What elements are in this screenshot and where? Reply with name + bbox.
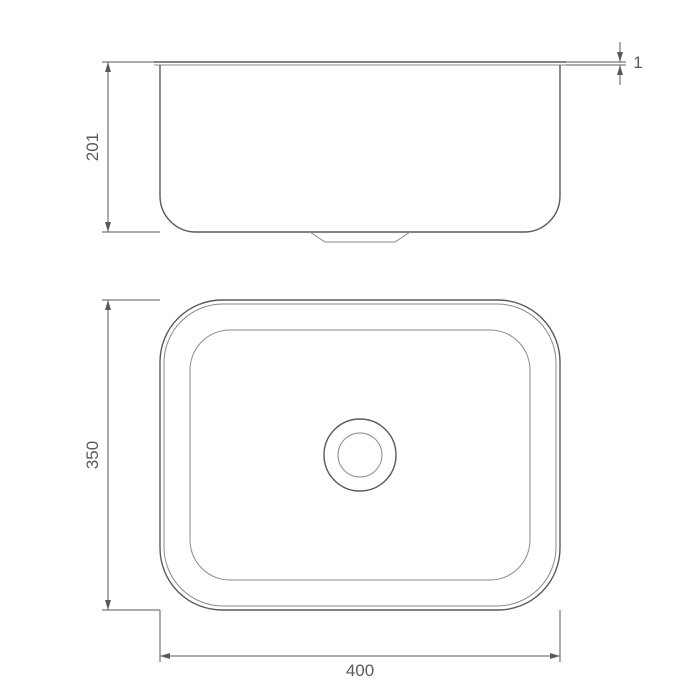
dim-label-depth: 350 (83, 441, 102, 469)
dim-label-width: 400 (346, 661, 374, 680)
top-outer-inner (164, 304, 556, 606)
top-drain-inner (338, 433, 382, 477)
dim-label-height: 201 (83, 133, 102, 161)
top-outer (160, 300, 560, 610)
top-inner (190, 330, 530, 580)
top-drain-outer (324, 419, 396, 491)
dim-label-rim: 1 (633, 53, 642, 72)
front-drain (310, 232, 410, 242)
front-body (160, 65, 560, 232)
technical-drawing: 201 1 350 400 (0, 0, 700, 700)
